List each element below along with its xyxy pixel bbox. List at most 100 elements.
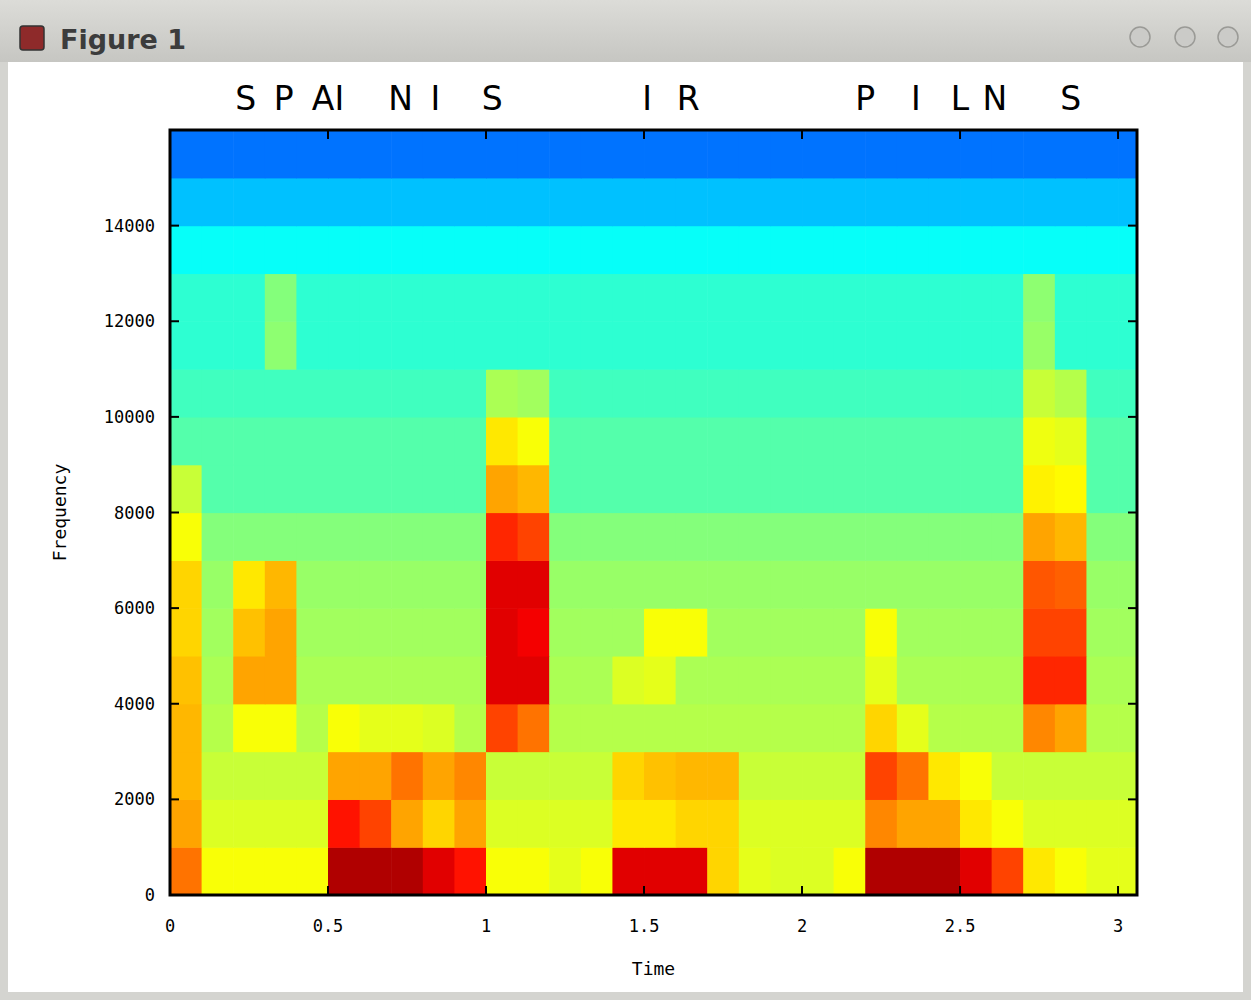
spectrogram-cell <box>581 656 613 704</box>
spectrogram-cell <box>581 130 613 178</box>
spectrogram-cell <box>865 847 897 895</box>
spectrogram-cell <box>1055 369 1087 417</box>
spectrogram-cell <box>1023 465 1055 513</box>
spectrogram-cell <box>518 560 550 608</box>
spectrogram-cell <box>992 465 1024 513</box>
spectrogram-cell <box>202 369 234 417</box>
spectrogram-cell <box>581 799 613 847</box>
spectrogram-cell <box>1055 417 1087 465</box>
spectrogram-cell <box>328 847 360 895</box>
spectrogram-cell <box>549 321 581 369</box>
spectrogram-cell <box>296 417 328 465</box>
y-tick <box>1128 894 1137 896</box>
spectrogram-cell <box>1118 847 1137 895</box>
phoneme-label: S <box>235 79 256 118</box>
spectrogram-cell <box>423 226 455 274</box>
spectrogram-cell <box>770 608 802 656</box>
spectrogram-cell <box>612 226 644 274</box>
spectrogram-cell <box>802 369 834 417</box>
spectrogram-cell <box>739 608 771 656</box>
spectrogram-cell <box>1055 465 1087 513</box>
spectrogram-cell <box>770 369 802 417</box>
spectrogram-cell <box>202 273 234 321</box>
spectrogram-cell <box>486 847 518 895</box>
spectrogram-cell <box>202 752 234 800</box>
spectrogram-cell <box>770 752 802 800</box>
spectrogram-cell <box>802 560 834 608</box>
spectrogram-cell <box>328 369 360 417</box>
spectrogram-cell <box>581 465 613 513</box>
spectrogram-cell <box>960 226 992 274</box>
spectrogram-cell <box>265 273 297 321</box>
spectrogram-cell <box>865 513 897 561</box>
spectrogram-cell <box>486 560 518 608</box>
spectrogram-cell <box>960 130 992 178</box>
spectrogram-cell <box>739 369 771 417</box>
spectrogram-cell <box>518 752 550 800</box>
window-button[interactable] <box>1218 27 1238 47</box>
spectrogram-cell <box>518 417 550 465</box>
spectrogram-cell <box>233 178 265 226</box>
y-tick <box>1128 512 1137 514</box>
spectrogram-cell <box>233 226 265 274</box>
spectrogram-cell <box>897 656 929 704</box>
spectrogram-cell <box>486 752 518 800</box>
spectrogram-cell <box>707 273 739 321</box>
spectrogram-cell <box>296 847 328 895</box>
spectrogram-cell <box>644 130 676 178</box>
spectrogram-cell <box>676 752 708 800</box>
spectrogram-cell <box>834 560 866 608</box>
spectrogram-cell <box>928 752 960 800</box>
spectrogram-cell <box>865 417 897 465</box>
spectrogram-cell <box>1086 608 1118 656</box>
phoneme-label: I <box>642 79 652 118</box>
phoneme-label: P <box>274 79 294 118</box>
spectrogram-cell <box>739 321 771 369</box>
spectrogram-cell <box>265 226 297 274</box>
spectrogram-cell <box>518 226 550 274</box>
spectrogram-cell <box>802 656 834 704</box>
spectrogram-cell <box>644 465 676 513</box>
spectrogram-cell <box>296 560 328 608</box>
spectrogram-cell <box>233 656 265 704</box>
spectrogram-cell <box>802 513 834 561</box>
spectrogram-cell <box>581 704 613 752</box>
spectrogram-cell <box>834 752 866 800</box>
spectrogram-cell <box>296 752 328 800</box>
spectrogram-cell <box>328 560 360 608</box>
window-button[interactable] <box>1130 27 1150 47</box>
spectrogram-cell <box>296 130 328 178</box>
window-title: Figure 1 <box>60 24 186 55</box>
spectrogram-cell <box>928 799 960 847</box>
window-button[interactable] <box>1175 27 1195 47</box>
spectrogram-cell <box>1023 178 1055 226</box>
spectrogram-cell <box>454 178 486 226</box>
spectrogram-cell <box>707 321 739 369</box>
spectrogram-cell <box>1118 608 1137 656</box>
spectrogram-cell <box>233 130 265 178</box>
spectrogram-cell <box>202 799 234 847</box>
spectrogram-cell <box>960 656 992 704</box>
y-axis-title: Frequency <box>49 464 70 562</box>
spectrogram-cell <box>928 178 960 226</box>
spectrogram-cell <box>391 178 423 226</box>
spectrogram-cell <box>739 513 771 561</box>
spectrogram-cell <box>486 369 518 417</box>
spectrogram-cell <box>992 273 1024 321</box>
spectrogram-cell <box>581 513 613 561</box>
x-axis-title: Time <box>632 958 675 979</box>
spectrogram-cell <box>581 560 613 608</box>
spectrogram-cell <box>518 273 550 321</box>
x-tick <box>327 886 329 895</box>
spectrogram-cell <box>1023 704 1055 752</box>
spectrogram-cell <box>1055 226 1087 274</box>
spectrogram-cell <box>865 369 897 417</box>
spectrogram-cell <box>265 704 297 752</box>
spectrogram-cell <box>549 704 581 752</box>
spectrogram-cell <box>865 465 897 513</box>
spectrogram-cell <box>1086 847 1118 895</box>
spectrogram-cell <box>676 560 708 608</box>
spectrogram-cell <box>928 321 960 369</box>
spectrogram-cell <box>644 799 676 847</box>
y-tick-label: 12000 <box>104 311 155 331</box>
